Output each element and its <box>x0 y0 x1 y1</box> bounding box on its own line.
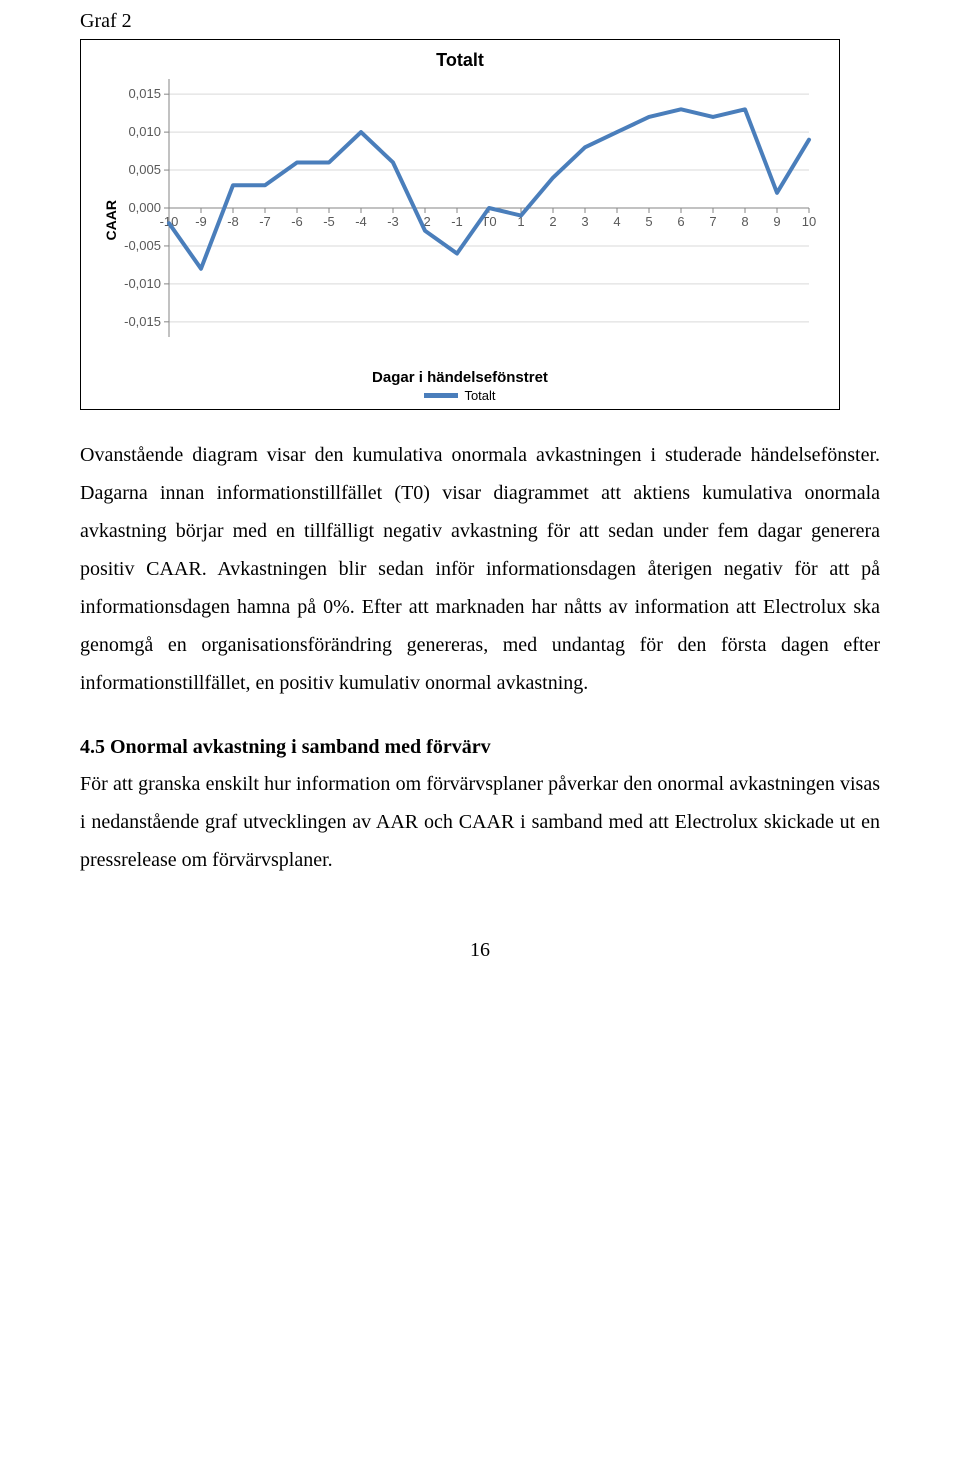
svg-text:4: 4 <box>613 214 620 229</box>
svg-text:-1: -1 <box>451 214 463 229</box>
svg-text:-0,015: -0,015 <box>124 314 161 329</box>
page-number: 16 <box>80 939 880 962</box>
svg-text:-9: -9 <box>195 214 207 229</box>
svg-text:0,005: 0,005 <box>128 162 161 177</box>
svg-text:-6: -6 <box>291 214 303 229</box>
svg-text:7: 7 <box>709 214 716 229</box>
svg-text:0,000: 0,000 <box>128 200 161 215</box>
svg-text:2: 2 <box>549 214 556 229</box>
svg-text:-0,005: -0,005 <box>124 238 161 253</box>
svg-text:9: 9 <box>773 214 780 229</box>
graph-label: Graf 2 <box>80 10 880 33</box>
svg-text:-7: -7 <box>259 214 271 229</box>
chart-legend: Totalt <box>99 388 821 403</box>
chart-title: Totalt <box>99 50 821 71</box>
svg-text:0,015: 0,015 <box>128 86 161 101</box>
svg-text:8: 8 <box>741 214 748 229</box>
chart-svg: -10-9-8-7-6-5-4-3-2-1T012345678910-0,015… <box>119 75 819 365</box>
chart-x-axis-label: Dagar i händelsefönstret <box>99 369 821 386</box>
svg-text:10: 10 <box>802 214 816 229</box>
svg-text:-0,010: -0,010 <box>124 276 161 291</box>
chart-body: CAAR -10-9-8-7-6-5-4-3-2-1T012345678910-… <box>99 75 821 365</box>
paragraph-2: För att granska enskilt hur information … <box>80 765 880 879</box>
paragraph-1: Ovanstående diagram visar den kumulativa… <box>80 436 880 702</box>
svg-text:0,010: 0,010 <box>128 124 161 139</box>
svg-text:3: 3 <box>581 214 588 229</box>
svg-text:-4: -4 <box>355 214 367 229</box>
chart-y-axis-label: CAAR <box>99 200 119 240</box>
svg-text:6: 6 <box>677 214 684 229</box>
section-heading: 4.5 Onormal avkastning i samband med för… <box>80 736 880 759</box>
chart-frame: Totalt CAAR -10-9-8-7-6-5-4-3-2-1T012345… <box>80 39 840 410</box>
svg-text:-5: -5 <box>323 214 335 229</box>
svg-text:5: 5 <box>645 214 652 229</box>
legend-swatch <box>424 393 458 398</box>
svg-text:-3: -3 <box>387 214 399 229</box>
svg-text:-8: -8 <box>227 214 239 229</box>
legend-label: Totalt <box>464 388 495 403</box>
page: Graf 2 Totalt CAAR -10-9-8-7-6-5-4-3-2-1… <box>0 0 960 1002</box>
